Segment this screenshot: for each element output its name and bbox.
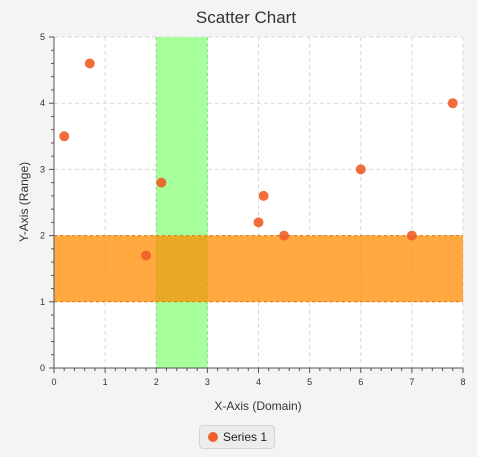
y-tick-label: 1 <box>40 297 45 307</box>
x-tick-label: 4 <box>256 377 261 387</box>
y-tick-label: 2 <box>40 231 45 241</box>
x-tick-label: 8 <box>460 377 465 387</box>
y-tick-label: 0 <box>40 363 45 373</box>
y-axis-label: Y-Axis (Range) <box>17 162 31 242</box>
data-point <box>141 250 152 261</box>
x-tick-label: 5 <box>307 377 312 387</box>
x-tick-label: 0 <box>51 377 56 387</box>
data-point <box>447 98 458 109</box>
data-point <box>279 230 290 241</box>
vertical-band <box>156 37 208 368</box>
legend-marker-icon <box>208 432 218 442</box>
data-point <box>59 131 70 142</box>
data-point <box>355 164 366 175</box>
x-tick-label: 7 <box>409 377 414 387</box>
data-point <box>156 177 167 188</box>
data-point <box>406 230 417 241</box>
y-tick-label: 5 <box>40 32 45 42</box>
data-point <box>258 190 269 201</box>
x-tick-label: 1 <box>103 377 108 387</box>
x-tick-label: 6 <box>358 377 363 387</box>
data-point <box>253 217 264 228</box>
x-tick-label: 3 <box>205 377 210 387</box>
x-tick-label: 2 <box>154 377 159 387</box>
range-bands <box>54 37 463 368</box>
data-point <box>84 58 95 69</box>
data-points <box>59 58 458 261</box>
axes: 0 1 2 3 4 5 6 7 8 0 1 2 3 4 5 <box>40 32 466 387</box>
horizontal-band <box>54 235 463 302</box>
legend: Series 1 <box>199 425 276 449</box>
y-tick-label: 3 <box>40 164 45 174</box>
chart-title: Scatter Chart <box>196 8 296 27</box>
x-axis-label: X-Axis (Domain) <box>214 399 301 413</box>
legend-series-label: Series 1 <box>223 430 268 444</box>
y-tick-label: 4 <box>40 98 45 108</box>
